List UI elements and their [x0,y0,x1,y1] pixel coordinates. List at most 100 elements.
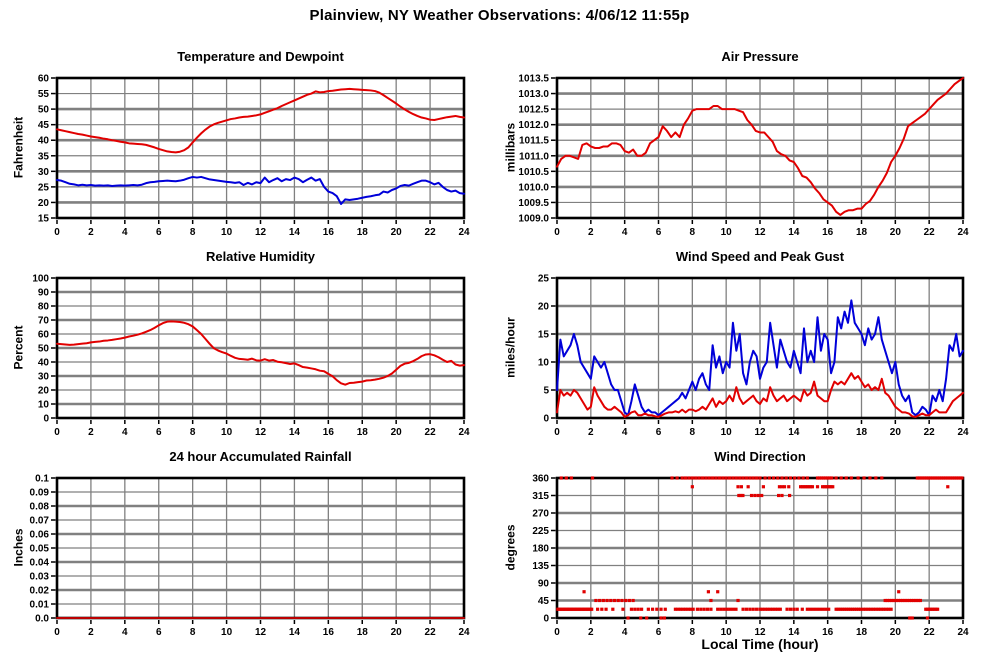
svg-text:18: 18 [856,227,868,238]
svg-text:18: 18 [856,627,868,638]
svg-text:1009.5: 1009.5 [518,198,549,209]
svg-text:30: 30 [38,372,50,383]
svg-text:14: 14 [788,227,800,238]
svg-text:0: 0 [554,427,560,438]
svg-text:315: 315 [532,491,549,502]
svg-text:0.0: 0.0 [35,614,49,625]
svg-text:2: 2 [88,427,94,438]
svg-text:1010.0: 1010.0 [518,182,549,193]
svg-text:22: 22 [425,627,437,638]
svg-text:0.07: 0.07 [30,516,50,527]
svg-text:8: 8 [190,227,196,238]
svg-text:6: 6 [156,427,162,438]
svg-text:30: 30 [38,167,50,178]
svg-text:12: 12 [255,227,267,238]
svg-text:0.03: 0.03 [30,572,50,583]
svg-text:20: 20 [38,386,50,397]
wind-direction-plot: 0 2 4 6 8 10 12 14 16 18 20 22 240459013518022527031… [532,474,969,639]
svg-text:14: 14 [289,227,301,238]
svg-text:60: 60 [38,74,50,85]
svg-text:4: 4 [122,627,128,638]
svg-text:1013.0: 1013.0 [518,89,549,100]
svg-text:0.05: 0.05 [30,544,50,555]
svg-text:16: 16 [323,627,335,638]
svg-text:24: 24 [458,627,470,638]
air-pressure-plot: 0 2 4 6 8 10 12 14 16 18 20 22 241009.01009.51010.01… [518,74,969,239]
svg-text:0: 0 [54,427,60,438]
svg-text:16: 16 [822,227,834,238]
svg-text:35: 35 [38,151,50,162]
svg-text:24: 24 [458,427,470,438]
svg-text:12: 12 [255,627,267,638]
svg-text:90: 90 [538,579,550,590]
svg-text:5: 5 [543,386,549,397]
svg-text:24: 24 [957,627,969,638]
svg-text:1009.0: 1009.0 [518,214,549,225]
wind-direction-chart: Wind Direction degrees 0 2 4 6 8 10 12 14 16 18 20… [499,446,999,659]
svg-text:4: 4 [122,227,128,238]
svg-text:8: 8 [690,627,696,638]
rainfall-plot: 0 2 4 6 8 10 12 14 16 18 20 22 240.00.010.020.030.04… [30,474,470,639]
svg-text:10: 10 [721,427,733,438]
svg-text:24: 24 [458,227,470,238]
svg-text:22: 22 [425,427,437,438]
svg-text:6: 6 [156,227,162,238]
svg-text:0: 0 [54,627,60,638]
svg-text:1012.5: 1012.5 [518,105,549,116]
svg-text:8: 8 [190,627,196,638]
chart-title: Temperature and Dewpoint [177,49,344,64]
svg-text:0: 0 [543,614,549,625]
svg-text:12: 12 [754,627,766,638]
svg-text:2: 2 [88,227,94,238]
svg-text:4: 4 [622,227,628,238]
svg-text:55: 55 [38,89,50,100]
svg-text:6: 6 [656,227,662,238]
svg-text:12: 12 [754,427,766,438]
svg-text:0: 0 [543,414,549,425]
relative-humidity-plot: 0 2 4 6 8 10 12 14 16 18 20 22 240102030405060708090… [32,274,470,439]
svg-text:22: 22 [425,227,437,238]
svg-text:10: 10 [721,627,733,638]
svg-text:4: 4 [622,627,628,638]
svg-text:16: 16 [323,227,335,238]
svg-text:40: 40 [38,136,50,147]
svg-text:360: 360 [532,474,549,485]
svg-text:8: 8 [190,427,196,438]
svg-text:24: 24 [957,427,969,438]
svg-text:50: 50 [38,344,50,355]
svg-text:18: 18 [357,227,369,238]
svg-text:8: 8 [690,227,696,238]
svg-text:0.02: 0.02 [30,586,50,597]
chart-title: Wind Speed and Peak Gust [675,249,845,264]
svg-text:50: 50 [38,105,50,116]
svg-text:10: 10 [221,427,233,438]
svg-text:25: 25 [538,274,550,285]
svg-text:22: 22 [924,227,936,238]
svg-text:20: 20 [890,627,902,638]
svg-text:180: 180 [532,544,549,555]
svg-text:135: 135 [532,561,549,572]
svg-text:22: 22 [924,427,936,438]
chart-title: Relative Humidity [205,249,316,264]
svg-text:0.06: 0.06 [30,530,50,541]
svg-text:4: 4 [622,427,628,438]
svg-text:45: 45 [538,596,550,607]
svg-text:6: 6 [656,427,662,438]
x-axis-label: Local Time (hour) [701,636,819,652]
svg-text:2: 2 [588,427,594,438]
svg-text:270: 270 [532,509,549,520]
svg-text:70: 70 [38,316,50,327]
svg-text:14: 14 [788,627,800,638]
chart-title: Wind Direction [714,449,806,464]
svg-text:60: 60 [38,330,50,341]
svg-text:10: 10 [221,627,233,638]
svg-text:2: 2 [588,627,594,638]
svg-text:2: 2 [588,227,594,238]
svg-text:90: 90 [38,288,50,299]
svg-text:0.1: 0.1 [35,474,49,485]
svg-text:16: 16 [822,427,834,438]
svg-text:20: 20 [890,227,902,238]
svg-text:18: 18 [357,627,369,638]
